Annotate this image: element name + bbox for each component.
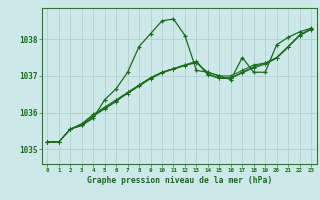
- X-axis label: Graphe pression niveau de la mer (hPa): Graphe pression niveau de la mer (hPa): [87, 176, 272, 185]
